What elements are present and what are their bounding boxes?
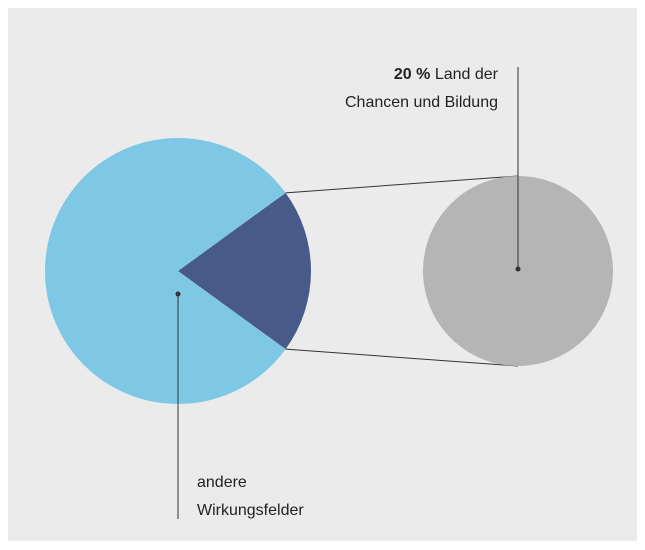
category-label: Land der Chancen und Bildung	[344, 66, 498, 111]
connector	[285, 348, 519, 367]
pie-slice	[45, 138, 286, 405]
connector	[285, 175, 519, 194]
slice-label: andere Wirkungsfelder	[197, 474, 304, 519]
pie-slice	[178, 192, 312, 350]
leader-dot	[175, 291, 181, 297]
slice-label: 20 % Land der Chancen und Bildung	[298, 61, 498, 117]
leader-dot	[515, 266, 521, 272]
value-label: 20 %	[393, 66, 431, 83]
